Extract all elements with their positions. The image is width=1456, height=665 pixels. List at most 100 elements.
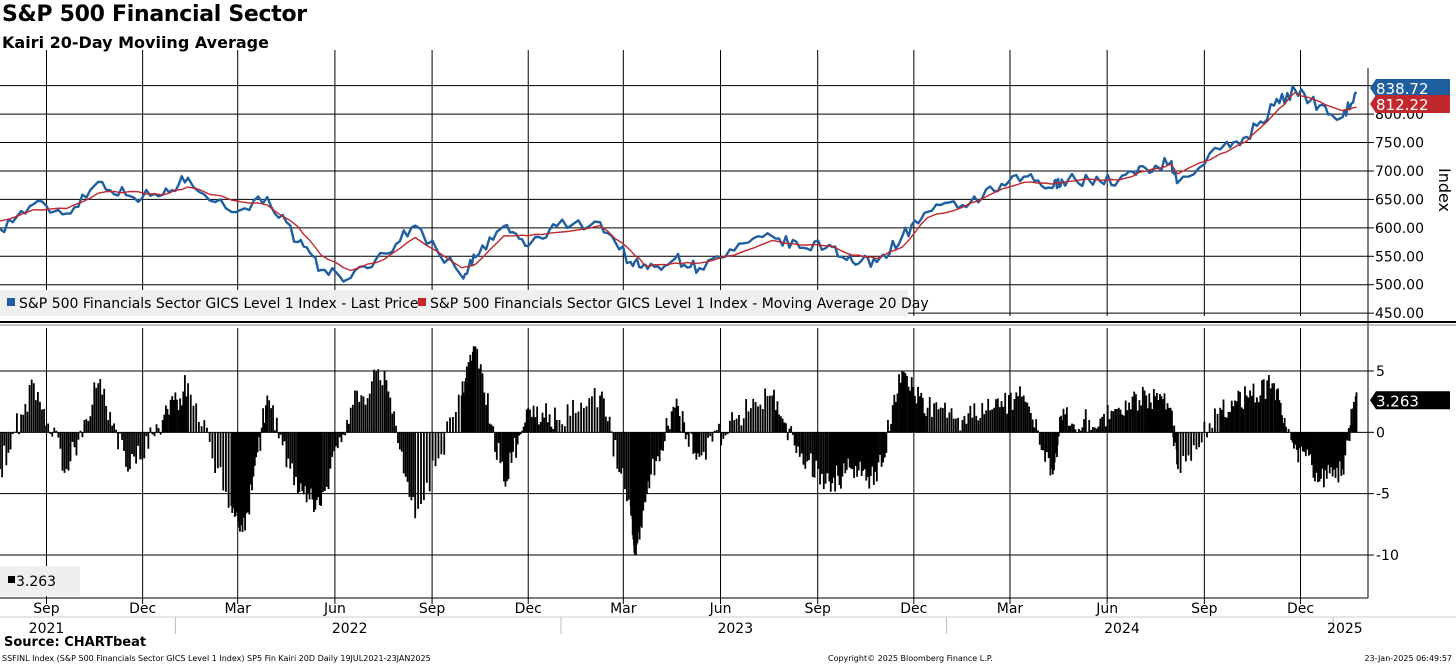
kairi-bar <box>1330 432 1333 468</box>
kairi-y-tick-label: 5 <box>1376 364 1385 380</box>
kairi-bar <box>260 427 263 433</box>
kairi-bar <box>1254 402 1257 433</box>
kairi-bar <box>1211 427 1214 433</box>
x-tick-label-month: Dec <box>900 601 927 617</box>
kairi-bar <box>325 432 328 487</box>
kairi-bar <box>1031 419 1034 433</box>
kairi-bar <box>824 432 827 484</box>
kairi-bar <box>608 416 611 433</box>
kairi-bar <box>786 432 789 441</box>
kairi-bar <box>1261 380 1263 433</box>
kairi-bar <box>793 432 796 446</box>
kairi-bar <box>93 382 96 433</box>
kairi-bar <box>1245 395 1248 433</box>
kairi-bar <box>149 427 152 433</box>
kairi-bar <box>117 432 119 450</box>
kairi-last-value-flag-box <box>1370 391 1450 410</box>
kairi-bar <box>479 364 482 433</box>
kairi-bar <box>874 432 877 472</box>
kairi-bar <box>1306 432 1309 450</box>
price-y-tick-label: 700.00 <box>1375 164 1424 180</box>
kairi-bar <box>13 431 16 433</box>
kairi-bar <box>141 432 144 460</box>
kairi-bar <box>522 426 525 433</box>
kairi-bar <box>1064 414 1067 433</box>
kairi-bar <box>1290 432 1293 441</box>
kairi-bar <box>604 416 607 433</box>
x-tick-label-month: Dec <box>129 601 156 617</box>
kairi-bar <box>1045 432 1048 453</box>
kairi-bar <box>902 371 905 433</box>
kairi-bar <box>203 420 206 433</box>
kairi-bar <box>622 432 624 468</box>
kairi-bar <box>1224 417 1227 433</box>
kairi-bar <box>383 370 386 433</box>
kairi-bar <box>899 382 902 433</box>
kairi-bar <box>959 430 962 433</box>
kairi-bar <box>989 410 992 433</box>
kairi-bar <box>536 406 539 433</box>
kairi-bar <box>804 432 807 469</box>
kairi-bar <box>255 432 258 458</box>
kairi-bar <box>869 432 872 476</box>
kairi-bar <box>1315 432 1318 473</box>
kairi-bar <box>1065 407 1068 433</box>
kairi-bar <box>735 418 738 433</box>
kairi-bar <box>256 432 259 453</box>
kairi-bar <box>848 432 851 468</box>
kairi-bar <box>561 424 564 433</box>
kairi-bar <box>315 432 318 501</box>
kairi-bar <box>1230 400 1233 433</box>
kairi-bar <box>333 432 336 452</box>
kairi-bar <box>219 432 222 468</box>
kairi-bar <box>37 392 39 433</box>
kairi-bar <box>446 421 449 433</box>
kairi-bar <box>1291 432 1294 443</box>
footer-timestamp: 23-Jan-2025 06:49:57 <box>1364 654 1452 663</box>
kairi-bar <box>281 432 284 446</box>
price-legend-label: S&P 500 Financials Sector GICS Level 1 I… <box>19 296 419 312</box>
kairi-bar <box>420 432 422 505</box>
kairi-bar <box>599 395 601 433</box>
kairi-bar <box>920 392 923 433</box>
kairi-bar <box>478 368 480 433</box>
kairi-bar <box>585 406 588 433</box>
kairi-bar <box>910 377 913 433</box>
kairi-bar <box>702 432 705 452</box>
kairi-bar <box>414 432 417 519</box>
kairi-bar <box>1229 411 1232 433</box>
kairi-bar <box>22 414 25 433</box>
kairi-bar <box>192 405 195 433</box>
kairi-bar <box>752 398 755 433</box>
kairi-bar <box>663 432 666 442</box>
kairi-bar <box>834 432 837 492</box>
kairi-bar <box>1190 432 1193 461</box>
kairi-bar <box>606 421 609 433</box>
kairi-bar <box>1117 407 1120 433</box>
kairi-bar <box>28 384 31 433</box>
kairi-bar <box>1035 419 1038 433</box>
kairi-bar <box>525 409 528 433</box>
kairi-bar <box>538 424 540 433</box>
kairi-bar <box>1283 417 1286 433</box>
kairi-bar <box>660 432 663 451</box>
kairi-bar <box>1347 432 1349 441</box>
kairi-bar <box>404 432 407 477</box>
kairi-bar <box>1324 432 1327 471</box>
kairi-bar <box>1303 432 1306 453</box>
kairi-bar <box>954 418 957 433</box>
kairi-bar <box>1060 420 1063 433</box>
kairi-bar <box>893 394 896 433</box>
kairi-bar <box>225 432 227 492</box>
kairi-bar <box>745 399 748 433</box>
kairi-bar <box>83 420 86 433</box>
kairi-bar <box>135 432 137 464</box>
x-tick-label-year: 2023 <box>717 621 753 637</box>
kairi-bar <box>620 432 623 474</box>
kairi-bar <box>1095 428 1098 433</box>
kairi-bar <box>904 373 907 433</box>
kairi-bar <box>437 432 440 459</box>
kairi-bar <box>1277 388 1279 433</box>
kairi-bar <box>1273 383 1275 433</box>
kairi-bar <box>554 407 556 433</box>
